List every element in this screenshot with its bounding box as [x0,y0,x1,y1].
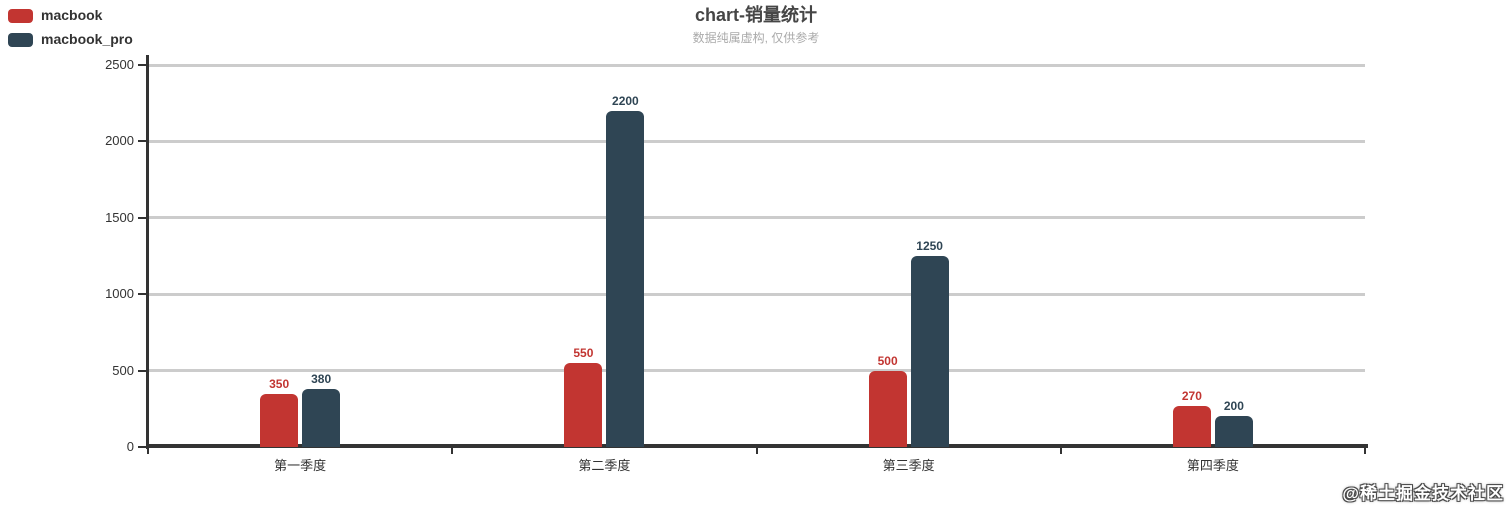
bar-macbook-第一季度[interactable] [260,393,299,447]
legend-swatch-icon [8,8,33,23]
x-axis-line [146,444,1368,448]
legend-label: macbook_pro [41,31,133,47]
bar-value-label: 200 [1223,399,1244,414]
bar-macbook-第四季度[interactable] [1172,405,1211,447]
chart-subtitle: 数据纯属虚构, 仅供参考 [692,31,820,45]
x-category-label: 第二季度 [578,458,631,473]
x-axis-tick [1059,448,1062,454]
grid-line [148,63,1365,67]
bar-value-label: 350 [269,376,290,391]
bar-value-label: 380 [311,371,332,386]
bar-value-label: 270 [1181,388,1202,403]
bar-macbook-第二季度[interactable] [564,362,603,447]
x-category-label: 第四季度 [1186,458,1239,473]
bar-macbook_pro-第四季度[interactable] [1214,416,1253,447]
x-category-label: 第一季度 [274,458,327,473]
watermark: @稀土掘金技术社区 [1342,484,1504,503]
grid-line [148,216,1365,220]
legend-label: macbook [41,7,103,23]
chart-title-block: chart-销量统计 数据纯属虚构, 仅供参考 [0,3,1512,47]
x-axis-tick [147,448,149,454]
y-axis-tick [138,64,146,66]
y-tick-label: 1500 [105,209,134,225]
y-axis-tick [138,369,146,372]
bar-value-label: 550 [573,345,594,360]
y-axis-line [146,55,149,449]
y-tick-label: 500 [112,362,134,378]
y-axis-tick [138,293,146,296]
y-tick-label: 2500 [105,57,134,72]
y-axis-tick [138,216,146,219]
x-axis-tick [451,448,454,454]
bar-value-label: 500 [877,353,898,368]
legend-item-macbook_pro[interactable]: macbook_pro [8,30,133,49]
y-tick-label: 2000 [105,133,134,149]
chart-title: chart-销量统计 [694,5,817,25]
bar-macbook_pro-第二季度[interactable] [606,110,645,447]
grid-line [148,369,1365,373]
x-axis-tick [755,448,758,454]
y-tick-label: 1000 [105,286,134,302]
bar-macbook-第三季度[interactable] [868,370,907,447]
y-tick-label: 0 [126,439,134,454]
legend: macbook macbook_pro [8,6,133,54]
grid-line [148,292,1365,296]
x-axis-tick [1364,448,1366,454]
bar-value-label: 1250 [916,239,943,253]
x-category-label: 第三季度 [882,458,935,473]
legend-swatch-icon [8,32,33,47]
grid-line [148,139,1365,143]
bar-value-label: 2200 [612,93,639,108]
legend-item-macbook[interactable]: macbook [8,6,133,25]
y-axis-tick [138,446,146,448]
y-axis-tick [138,140,146,143]
bar-macbook_pro-第一季度[interactable] [302,388,341,447]
bar-macbook_pro-第三季度[interactable] [910,256,949,447]
